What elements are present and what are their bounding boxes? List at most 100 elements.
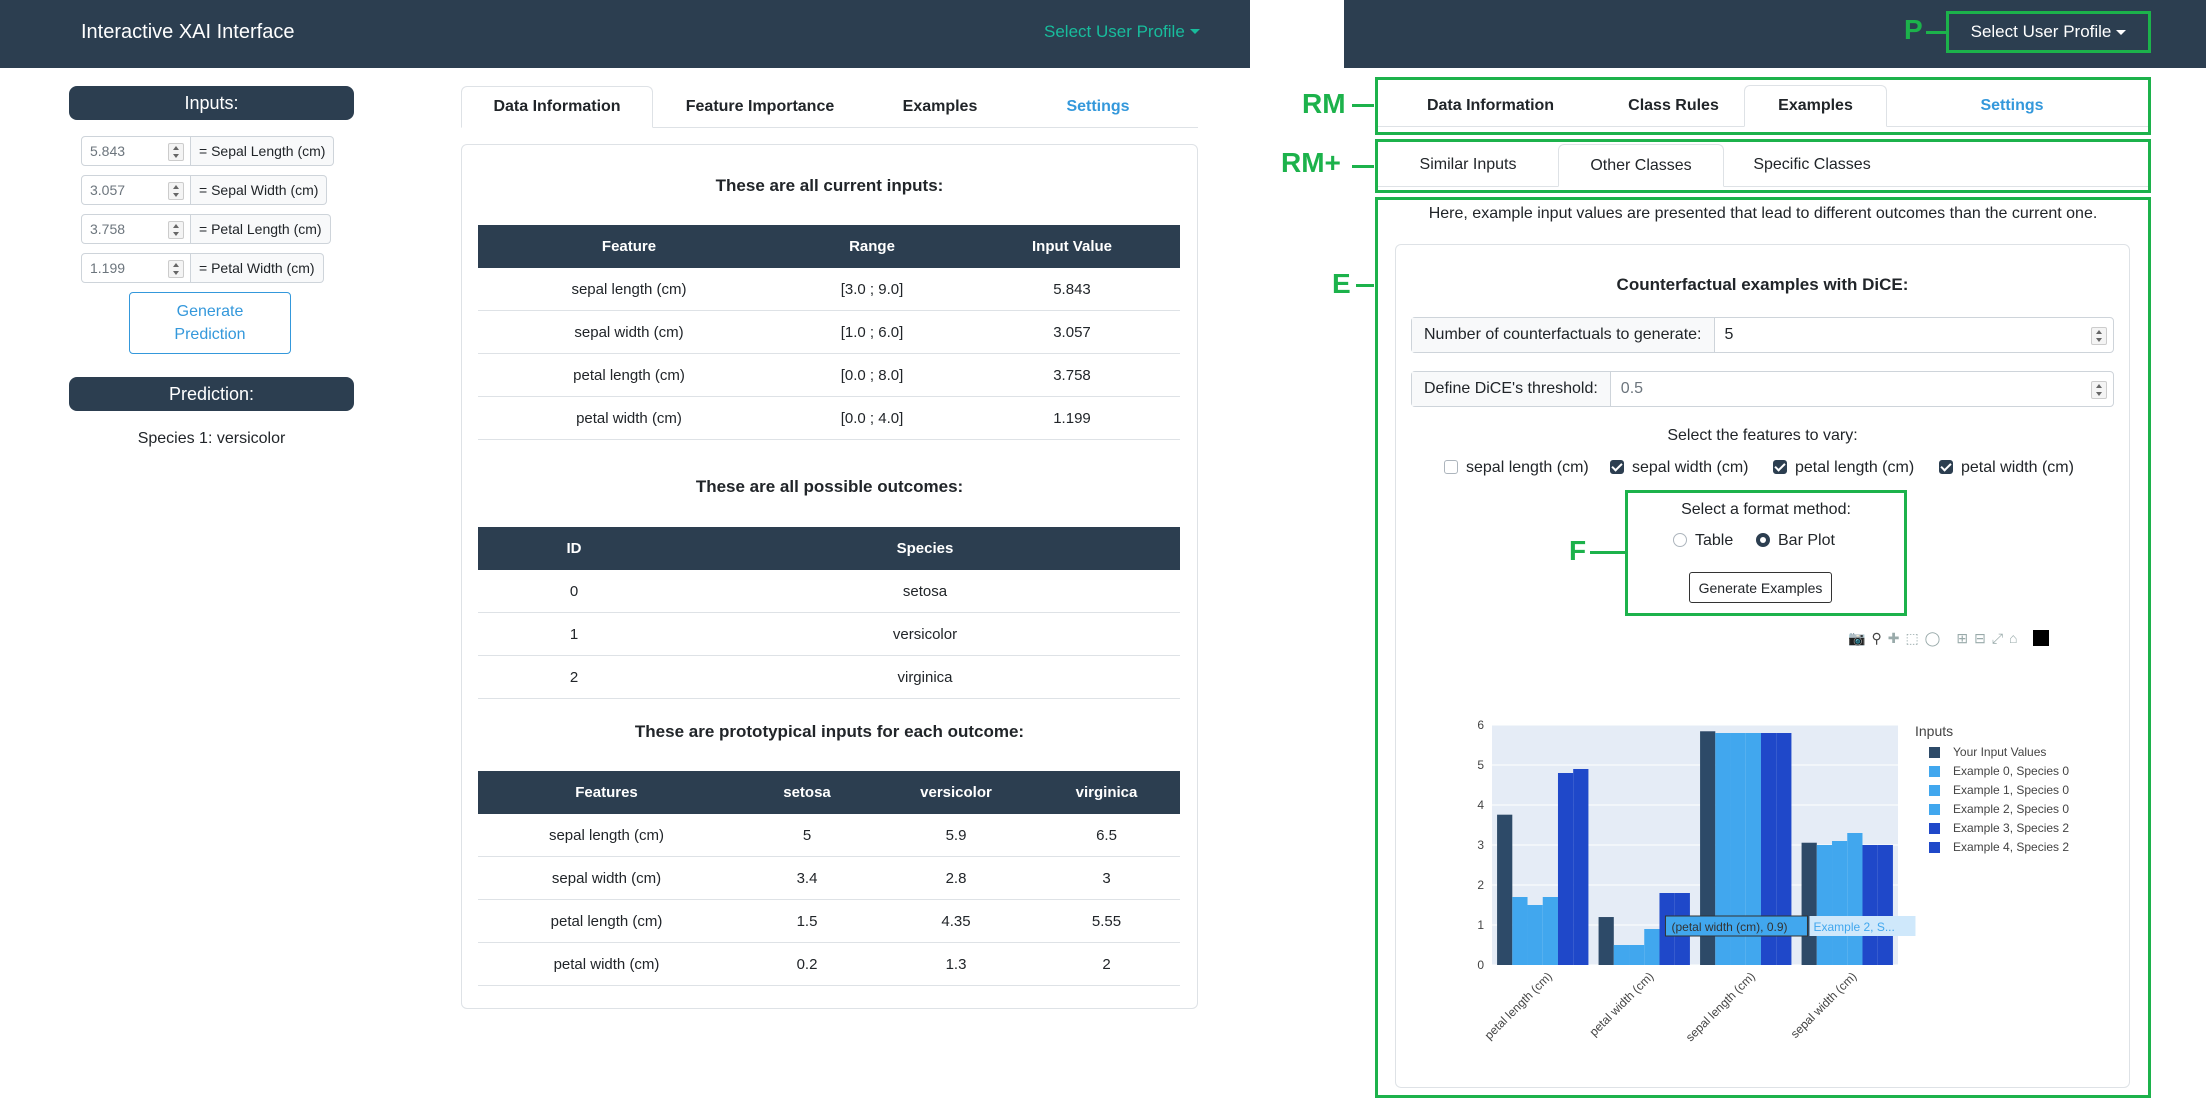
radio-icon[interactable] (1673, 533, 1687, 547)
lasso-select-icon[interactable]: ◯ (1924, 629, 1941, 646)
input-label: = Petal Length (cm) (191, 214, 331, 244)
y-tick-label: 4 (1477, 798, 1484, 812)
tab-settings[interactable]: Settings (1066, 97, 1130, 115)
plotly-logo-icon[interactable] (2033, 630, 2050, 646)
app-title[interactable]: Interactive XAI Interface (81, 21, 295, 43)
select-user-profile-dropdown[interactable]: Select User Profile (1044, 22, 1200, 42)
checkbox-checked-icon[interactable] (1939, 460, 1953, 474)
legend-title: Inputs (1915, 723, 1953, 739)
table-cell: 5.9 (879, 814, 1033, 857)
checkbox-sepal-length[interactable]: sepal length (cm) (1444, 459, 1610, 477)
checkbox-sepal-width[interactable]: sepal width (cm) (1610, 459, 1773, 477)
petal-width-input[interactable]: 1.199 (81, 253, 191, 283)
zoom-in-icon[interactable]: ⊞ (1956, 629, 1969, 646)
table-header: Species (670, 527, 1180, 570)
chevron-down-icon (1189, 29, 1200, 34)
tab-class-rules[interactable]: Class Rules (1628, 96, 1719, 114)
input-placeholder: 0.5 (1620, 380, 1644, 397)
radio-table[interactable]: Table (1673, 532, 1756, 550)
bar (1877, 845, 1893, 965)
left-navbar: Interactive XAI Interface Select User Pr… (0, 0, 1250, 68)
stepper-icon[interactable] (168, 182, 184, 200)
checkbox-checked-icon[interactable] (1773, 460, 1787, 474)
bar (1613, 945, 1630, 965)
table-cell: sepal width (cm) (478, 856, 735, 900)
bar (1730, 733, 1746, 965)
e-content-box (1375, 197, 2151, 1098)
radio-selected-icon[interactable] (1756, 533, 1770, 547)
prediction-header: Prediction: (69, 377, 354, 411)
example-sub-tabs: Similar Inputs Other Classes Specific Cl… (1378, 144, 2148, 187)
checkbox-checked-icon[interactable] (1610, 460, 1624, 474)
tab-data-information[interactable]: Data Information (461, 86, 653, 128)
input-value: 3.758 (90, 221, 126, 237)
input-petal-length-row: 3.758 = Petal Length (cm) (81, 214, 331, 244)
autoscale-icon[interactable]: ⤢ (1991, 629, 2004, 646)
bar (1776, 733, 1792, 965)
threshold-input[interactable]: 0.5 (1611, 372, 2113, 406)
right-navbar: Select User Profile (1344, 0, 2206, 68)
radio-bar-plot[interactable]: Bar Plot (1756, 532, 1835, 550)
hover-series-label: Example 2, S... (1813, 920, 1894, 934)
legend-swatch (1929, 842, 1940, 853)
zoom-icon[interactable]: ⚲ (1871, 629, 1882, 646)
camera-icon[interactable]: 📷 (1848, 629, 1866, 646)
subtab-specific-classes[interactable]: Specific Classes (1753, 156, 1871, 173)
sepal-length-input[interactable]: 5.843 (81, 136, 191, 166)
stepper-icon[interactable] (2091, 381, 2107, 399)
counterfactual-heading: Counterfactual examples with DiCE: (1616, 275, 1909, 294)
annotation-f: F (1569, 535, 1587, 566)
stepper-icon[interactable] (168, 260, 184, 278)
tab-settings[interactable]: Settings (1980, 96, 2044, 114)
annotation-f-line (1590, 551, 1626, 554)
chart-modebar: 📷 ⚲ ✚ ⬚ ◯ ⊞ ⊟ ⤢ ⌂ (1848, 627, 2050, 649)
input-value: 1.199 (90, 260, 126, 276)
table-cell: 1.5 (735, 899, 879, 943)
pan-icon[interactable]: ✚ (1887, 629, 1900, 646)
table-row: 1 versicolor (478, 612, 1180, 656)
table-cell: [0.0 ; 8.0] (780, 353, 964, 397)
prototypes-table-wrap: Features setosa versicolor virginica sepal … (478, 771, 1180, 986)
zoom-out-icon[interactable]: ⊟ (1974, 629, 1986, 646)
stepper-icon[interactable] (168, 143, 184, 161)
format-heading: Select a format method: (1681, 501, 1851, 518)
subtab-other-classes[interactable]: Other Classes (1558, 144, 1724, 187)
annotation-e: E (1332, 268, 1351, 299)
box-select-icon[interactable]: ⬚ (1905, 629, 1919, 646)
bar (1801, 842, 1817, 965)
y-tick-label: 5 (1477, 758, 1484, 772)
counterfactual-card (1395, 244, 2130, 1088)
select-user-profile-button[interactable]: Select User Profile (1946, 11, 2151, 53)
subtab-similar-inputs[interactable]: Similar Inputs (1419, 156, 1517, 173)
table-header-row: ID Species (478, 527, 1180, 570)
bar (1644, 929, 1660, 965)
petal-length-input[interactable]: 3.758 (81, 214, 191, 244)
checkbox-icon[interactable] (1444, 460, 1458, 474)
counterfactual-count-input[interactable]: 5 (1715, 318, 2114, 352)
checkbox-petal-length[interactable]: petal length (cm) (1773, 459, 1939, 477)
checkbox-petal-width[interactable]: petal width (cm) (1939, 459, 2074, 477)
input-label: = Sepal Width (cm) (191, 175, 328, 205)
tab-feature-importance[interactable]: Feature Importance (685, 97, 835, 115)
table-cell: sepal length (cm) (478, 814, 735, 857)
stepper-icon[interactable] (2091, 327, 2107, 345)
input-sepal-length-row: 5.843 = Sepal Length (cm) (81, 136, 335, 166)
button-label: Generate Prediction (174, 303, 246, 343)
bar (1847, 833, 1863, 965)
bar (1557, 773, 1574, 965)
tab-examples[interactable]: Examples (902, 97, 978, 115)
generate-prediction-button[interactable]: Generate Prediction (129, 292, 291, 354)
tab-examples[interactable]: Examples (1744, 85, 1887, 127)
table-row: sepal width (cm) 3.4 2.8 3 (478, 856, 1180, 900)
radio-label: Table (1695, 532, 1734, 549)
generate-examples-button[interactable]: Generate Examples (1689, 572, 1832, 603)
table-cell: sepal length (cm) (478, 268, 780, 311)
reset-axes-icon[interactable]: ⌂ (2009, 630, 2018, 646)
sepal-width-input[interactable]: 3.057 (81, 175, 191, 205)
chevron-down-icon (2116, 29, 2127, 35)
table-cell: [3.0 ; 9.0] (780, 268, 964, 311)
tab-data-information[interactable]: Data Information (1426, 96, 1555, 114)
y-tick-label: 1 (1477, 918, 1484, 932)
stepper-icon[interactable] (168, 221, 184, 239)
counterfactual-bar-chart: 0 1 2 3 4 5 6 petal length (cm) petal width (cm)… (1477, 718, 2069, 1044)
